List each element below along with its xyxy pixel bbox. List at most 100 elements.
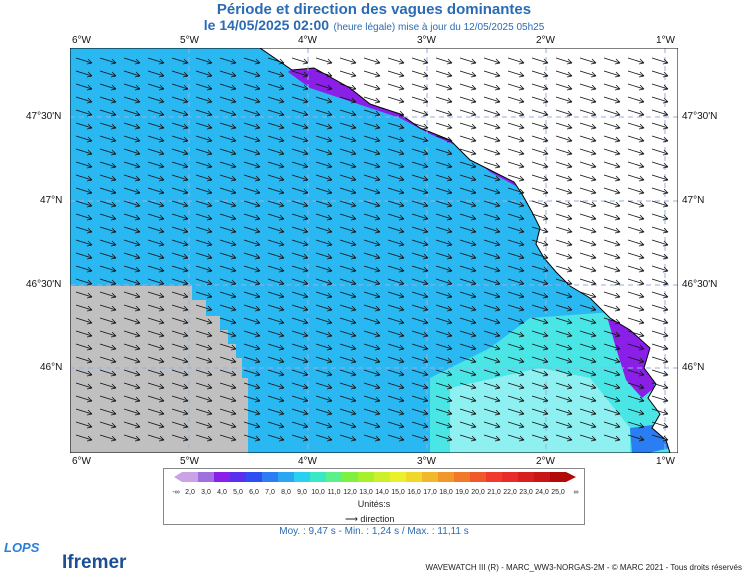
direction-arrow [531, 83, 549, 91]
direction-arrow [627, 356, 645, 364]
legend-swatch [230, 472, 246, 482]
legend-tick-label: 15,0 [391, 489, 405, 496]
direction-arrow [363, 148, 381, 156]
direction-arrow [195, 421, 213, 429]
direction-arrow [579, 265, 597, 273]
direction-arrow [243, 291, 261, 299]
direction-arrow [435, 161, 453, 169]
direction-arrow [579, 213, 597, 221]
direction-arrow [99, 343, 117, 351]
wave-period-map [70, 48, 678, 453]
direction-arrow [603, 278, 621, 286]
direction-arrow [243, 70, 261, 78]
direction-arrow [315, 278, 333, 286]
direction-arrow [435, 434, 453, 442]
direction-arrow [411, 135, 429, 143]
direction-arrow [339, 421, 357, 429]
direction-arrow [99, 109, 117, 117]
direction-arrow [147, 148, 165, 156]
direction-arrow [123, 226, 141, 234]
direction-arrow [483, 148, 501, 156]
direction-arrow [315, 148, 333, 156]
direction-arrow [267, 135, 285, 143]
direction-arrow [387, 304, 405, 312]
direction-arrow [291, 421, 309, 429]
direction-arrow [291, 395, 309, 403]
direction-arrow [339, 83, 357, 91]
direction-arrow [75, 200, 93, 208]
direction-arrow [219, 57, 237, 65]
direction-arrow [219, 161, 237, 169]
direction-arrow [339, 135, 357, 143]
direction-arrow [627, 135, 645, 143]
direction-arrow [195, 57, 213, 65]
direction-arrow [627, 96, 645, 104]
direction-arrow [147, 369, 165, 377]
direction-arrow [531, 330, 549, 338]
direction-arrow [555, 434, 573, 442]
direction-arrow [267, 278, 285, 286]
direction-arrow [603, 200, 621, 208]
direction-arrow [267, 239, 285, 247]
direction-arrow [651, 408, 669, 416]
lon-tick-bottom-1w: 1°W [656, 456, 675, 467]
direction-arrow [507, 213, 525, 221]
direction-arrow [507, 330, 525, 338]
direction-arrow [411, 122, 429, 130]
direction-arrow [147, 213, 165, 221]
direction-arrow [459, 122, 477, 130]
direction-arrow [483, 395, 501, 403]
direction-arrow [219, 213, 237, 221]
direction-arrow [579, 382, 597, 390]
direction-arrow [507, 83, 525, 91]
direction-arrow [603, 252, 621, 260]
direction-arrow [99, 395, 117, 403]
direction-arrow [627, 148, 645, 156]
legend-tick-label: 8,0 [281, 489, 291, 496]
direction-arrow [291, 161, 309, 169]
direction-arrow [147, 434, 165, 442]
direction-arrow [123, 83, 141, 91]
direction-arrow [243, 187, 261, 195]
direction-arrow [339, 174, 357, 182]
direction-arrow [435, 200, 453, 208]
direction-arrow [483, 109, 501, 117]
direction-arrow [411, 200, 429, 208]
direction-arrow [483, 122, 501, 130]
legend-tick-label: 23,0 [519, 489, 533, 496]
direction-arrow [195, 252, 213, 260]
direction-arrow [627, 174, 645, 182]
direction-arrow [651, 278, 669, 286]
legend-swatch [342, 472, 358, 482]
direction-arrow [219, 239, 237, 247]
land-mass [259, 48, 678, 453]
direction-arrow [459, 83, 477, 91]
direction-arrow [483, 252, 501, 260]
direction-arrow [603, 213, 621, 221]
direction-arrow [363, 330, 381, 338]
direction-arrow [219, 252, 237, 260]
legend-tick-label: 3,0 [201, 489, 211, 496]
direction-arrow [75, 291, 93, 299]
direction-arrow [651, 239, 669, 247]
credits: WAVEWATCH III (R) - MARC_WW3-NORGAS-2M -… [425, 563, 742, 572]
direction-arrow [483, 239, 501, 247]
direction-arrow [507, 408, 525, 416]
direction-arrow [507, 278, 525, 286]
direction-arrow [171, 343, 189, 351]
direction-arrow [339, 252, 357, 260]
direction-arrow [171, 226, 189, 234]
direction-arrow [171, 239, 189, 247]
legend-tick-label: 18,0 [439, 489, 453, 496]
direction-arrow [435, 291, 453, 299]
direction-arrow [339, 148, 357, 156]
direction-arrow [195, 369, 213, 377]
direction-arrow [579, 239, 597, 247]
direction-arrow [651, 330, 669, 338]
direction-arrow [603, 57, 621, 65]
direction-arrow [435, 317, 453, 325]
direction-arrow [219, 148, 237, 156]
direction-arrow [387, 83, 405, 91]
direction-arrow [315, 356, 333, 364]
direction-arrow [483, 57, 501, 65]
